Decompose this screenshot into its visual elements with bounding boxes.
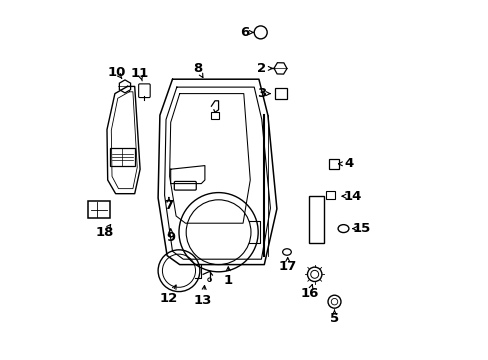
Text: 8: 8: [193, 62, 202, 75]
Text: 15: 15: [352, 222, 370, 235]
Text: 2: 2: [257, 62, 266, 75]
Text: 17: 17: [278, 260, 296, 273]
Bar: [211, 112, 219, 119]
Text: 18: 18: [96, 226, 114, 239]
Text: 4: 4: [344, 157, 353, 170]
Text: 9: 9: [166, 231, 175, 244]
Text: 7: 7: [164, 199, 173, 212]
Text: 16: 16: [300, 287, 318, 300]
Text: 11: 11: [131, 67, 149, 80]
Text: 14: 14: [343, 190, 361, 203]
Text: 6: 6: [240, 26, 248, 39]
Text: 1: 1: [224, 274, 232, 287]
Text: 12: 12: [160, 292, 178, 305]
Bar: [309, 196, 323, 243]
Text: 5: 5: [329, 312, 338, 325]
Text: 13: 13: [194, 294, 212, 307]
Text: 10: 10: [107, 66, 125, 78]
Text: 3: 3: [257, 87, 266, 100]
